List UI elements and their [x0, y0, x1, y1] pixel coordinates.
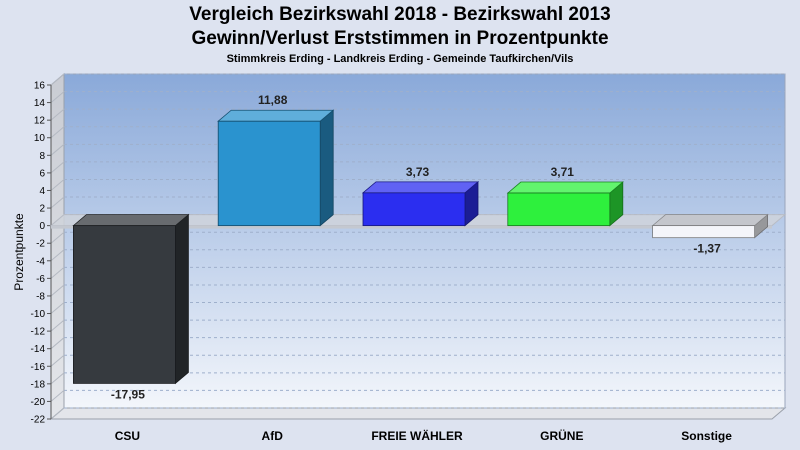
gridline-side: [50, 337, 65, 350]
zero-plane-edge: [51, 225, 772, 229]
bar-value-label: 11,88: [258, 93, 288, 107]
bar-value-label: -17,95: [111, 387, 145, 401]
bar-side-face: [319, 109, 334, 227]
y-tick-label: -6: [36, 274, 45, 285]
y-tick-label: 4: [39, 186, 45, 197]
bar-top-face: [217, 109, 335, 122]
y-tick-label: 6: [39, 168, 45, 179]
y-tick-label: 2: [39, 204, 45, 215]
bar-value-label: 3,73: [406, 165, 430, 179]
gridline-side: [50, 407, 65, 420]
gridline-side: [50, 266, 65, 279]
bar-top-face: [361, 181, 480, 194]
gridline-side: [50, 73, 65, 86]
bar-front-face: [73, 225, 176, 384]
gridline-side: [50, 161, 65, 174]
chart-titles: Vergleich Bezirkswahl 2018 - Bezirkswahl…: [0, 0, 800, 66]
y-tick-label: -18: [31, 379, 46, 390]
gridline-side: [50, 196, 65, 209]
gridline-side: [50, 126, 65, 139]
gridline-side: [50, 372, 65, 385]
plot-floor: [49, 407, 787, 420]
bar-top-face: [651, 214, 769, 227]
y-axis-label: Prozentpunkte: [12, 213, 26, 291]
gridline-side: [50, 354, 65, 367]
x-tick-label: FREIE WÄHLER: [371, 428, 463, 443]
y-tick-label: -14: [31, 344, 46, 355]
bar-afd: [217, 109, 335, 227]
bar-csu: [72, 213, 190, 385]
y-tick-label: 0: [39, 221, 45, 232]
y-tick-label: -20: [31, 397, 46, 408]
y-tick-label: 16: [34, 81, 46, 92]
y-tick-label: 10: [34, 133, 46, 144]
gridline-side: [50, 302, 65, 314]
bar-sonstige: [651, 213, 769, 239]
gridline-side: [50, 390, 65, 402]
y-tick-label: 12: [34, 116, 46, 127]
y-tick-label: 14: [34, 98, 46, 109]
gridline-side: [50, 108, 65, 121]
bar-grüne: [506, 181, 624, 227]
bar-front-face: [217, 120, 321, 227]
bar-freie-wähler: [361, 180, 480, 227]
y-tick-label: -16: [31, 362, 46, 373]
chart-title-line-1: Vergleich Bezirkswahl 2018 - Bezirkswahl…: [189, 4, 611, 25]
bar-front-face: [652, 225, 755, 239]
gridline-side: [50, 91, 65, 103]
x-tick-label: AfD: [262, 429, 284, 443]
bar-front-face: [507, 192, 611, 227]
y-tick-label: -22: [31, 415, 46, 426]
chart-subtitle: Stimmkreis Erding - Landkreis Erding - G…: [226, 53, 574, 65]
x-tick-label: GRÜNE: [540, 428, 583, 443]
plot-side-wall: [50, 72, 65, 421]
bar-value-label: 3,71: [551, 165, 575, 179]
chart-title-line-2: Gewinn/Verlust Erststimmen in Prozentpun…: [191, 28, 609, 49]
gridline-side: [50, 319, 65, 332]
bar-side-face: [174, 213, 189, 385]
bar-value-label: -1,37: [693, 242, 721, 256]
bar-top-face: [72, 214, 190, 227]
x-tick-label: Sonstige: [681, 429, 732, 443]
y-tick-label: -12: [31, 327, 46, 338]
gridline-side: [50, 231, 65, 244]
bar-front-face: [362, 192, 466, 227]
y-tick-label: -10: [31, 309, 46, 320]
bar-top-face: [506, 181, 624, 194]
y-tick-label: 8: [39, 151, 45, 162]
gridline-side: [50, 179, 65, 191]
y-tick-label: -4: [36, 256, 45, 267]
y-tick-label: -8: [36, 291, 45, 302]
gridline-side: [50, 249, 65, 262]
x-tick-label: CSU: [115, 429, 140, 443]
gridline-side: [50, 284, 65, 297]
y-tick-label: -2: [36, 239, 45, 250]
gridline-side: [50, 143, 65, 156]
